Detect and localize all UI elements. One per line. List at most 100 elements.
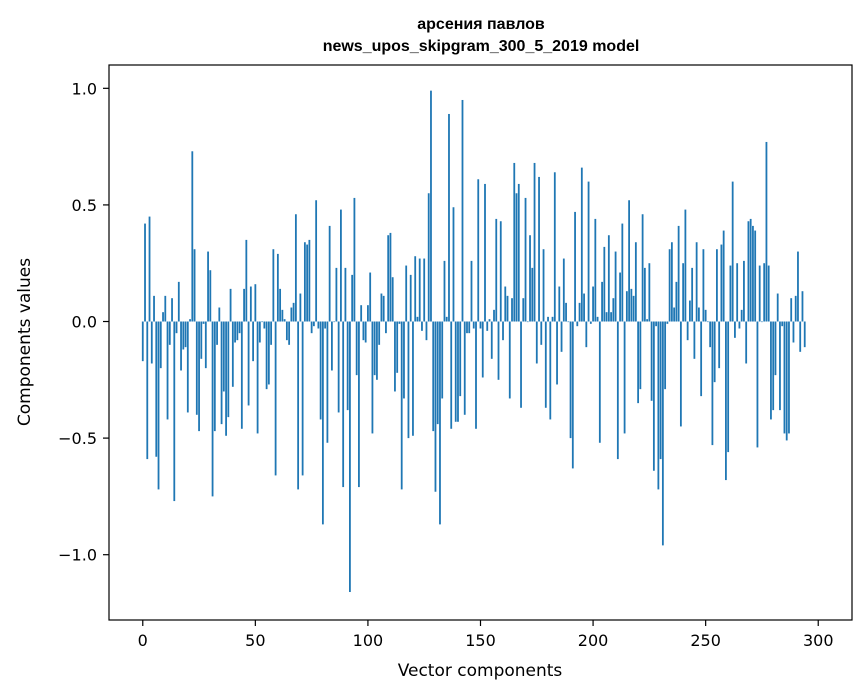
bar	[272, 249, 275, 322]
bar	[734, 321, 736, 338]
bar	[423, 258, 426, 322]
bar	[803, 321, 806, 348]
bar	[303, 242, 306, 322]
bar	[371, 321, 374, 434]
bar	[150, 321, 153, 364]
bar	[670, 242, 673, 322]
bar	[448, 113, 450, 322]
bar	[704, 309, 707, 322]
bar	[276, 253, 279, 322]
bar	[204, 321, 207, 369]
x-tick-label: 150	[465, 631, 496, 650]
bar	[227, 321, 230, 418]
bar	[200, 321, 203, 359]
bar	[756, 321, 759, 448]
bar	[358, 321, 360, 488]
x-tick-label: 200	[578, 631, 609, 650]
bar	[238, 321, 241, 334]
bar	[533, 162, 536, 322]
bar	[182, 321, 185, 350]
bar	[598, 321, 601, 443]
bar	[677, 225, 680, 322]
bar	[727, 321, 730, 453]
bar	[776, 293, 779, 322]
bar	[637, 321, 640, 404]
bar	[355, 321, 358, 376]
bar	[801, 291, 804, 322]
bar	[385, 321, 387, 334]
bar	[688, 300, 691, 322]
bar	[551, 316, 554, 322]
bar	[281, 309, 284, 322]
bar	[610, 312, 612, 322]
bar	[414, 256, 417, 322]
bar	[596, 316, 599, 322]
bar	[409, 274, 412, 322]
bar	[607, 235, 610, 322]
bar	[342, 321, 345, 488]
bar	[745, 321, 748, 364]
bar	[319, 321, 322, 420]
chart-subtitle: news_upos_skipgram_300_5_2019 model	[323, 38, 640, 55]
bar	[556, 321, 558, 385]
bar	[425, 321, 428, 341]
bar	[220, 321, 223, 425]
bar	[797, 251, 799, 322]
bar	[499, 221, 502, 322]
bar	[261, 321, 263, 323]
bar	[274, 321, 277, 476]
bar	[159, 321, 162, 369]
bar	[508, 321, 511, 399]
bar	[463, 321, 466, 415]
bar	[198, 321, 200, 432]
bar	[432, 321, 435, 432]
bar	[207, 251, 209, 322]
bar	[722, 230, 725, 322]
bar	[256, 321, 259, 434]
bar	[427, 193, 430, 322]
bar	[333, 321, 336, 323]
bar	[466, 321, 468, 334]
bar	[740, 309, 743, 322]
bar	[490, 321, 493, 359]
bar	[488, 319, 491, 322]
bar	[738, 321, 741, 329]
bar	[144, 223, 146, 322]
bar	[655, 321, 658, 327]
bar	[346, 321, 349, 411]
bar	[141, 321, 144, 362]
bar	[472, 321, 475, 329]
bar	[542, 249, 545, 322]
bar	[691, 267, 694, 322]
bar	[574, 211, 576, 322]
bar	[614, 251, 617, 322]
bar	[698, 307, 700, 322]
bar	[177, 281, 180, 322]
bar	[562, 258, 565, 322]
bar	[628, 200, 630, 322]
bar	[531, 267, 534, 322]
bar	[632, 295, 635, 322]
bar	[648, 263, 651, 322]
bar	[493, 309, 495, 322]
bar	[326, 321, 329, 443]
bar	[736, 263, 739, 322]
bar	[229, 288, 232, 322]
bar	[580, 167, 583, 322]
bar	[652, 321, 655, 471]
bar	[283, 319, 286, 322]
bar	[148, 216, 151, 322]
bar	[164, 295, 167, 322]
bar	[290, 307, 293, 322]
bar	[317, 321, 320, 329]
bar	[209, 270, 212, 322]
bar	[679, 321, 682, 427]
bar	[468, 321, 471, 334]
bar	[535, 321, 538, 364]
bar	[452, 207, 455, 322]
bar	[520, 321, 522, 408]
bar	[479, 321, 482, 329]
bar	[641, 214, 644, 322]
x-axis-ticks: 0 50 100 150 200 250 300	[138, 620, 834, 650]
